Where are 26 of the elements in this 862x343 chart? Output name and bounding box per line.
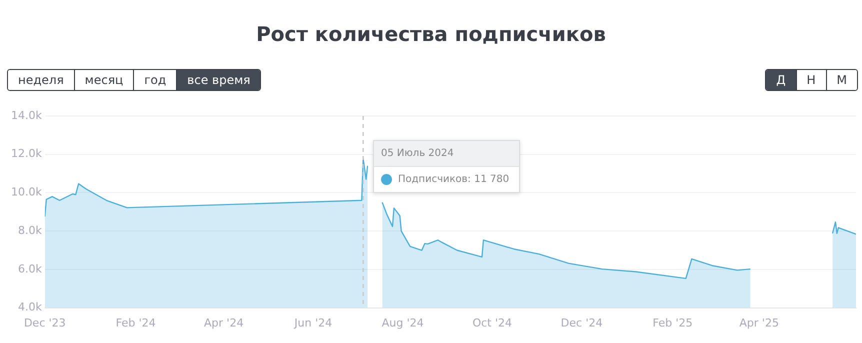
text: все время (176, 70, 260, 90)
text: Д (766, 70, 796, 90)
x-tick-label: Dec '23 (24, 316, 66, 330)
y-tick-label: 8.0k (18, 224, 42, 237)
x-tick-label: Dec '24 (560, 316, 603, 330)
y-tick-label: 4.0k (18, 300, 42, 314)
x-tick-label: Aug '24 (382, 316, 424, 330)
chart-title: Рост количества подписчиков (255, 22, 607, 46)
y-tick-label: 12.0k (10, 147, 42, 160)
tooltip: 05 Июль 2024 Подписчиков: 11 780 (373, 140, 520, 193)
y-tick-label: 6.0k (18, 262, 42, 276)
text: месяц (74, 70, 134, 90)
y-tick-label: 10.0k (10, 186, 42, 199)
x-tick-label: Feb '24 (116, 316, 156, 330)
x-tick-label: Oct '24 (472, 316, 512, 330)
annotation: 05 Июль 2024 (374, 141, 520, 167)
x-tick-label: Apr '24 (204, 316, 244, 330)
y-tick-label: 14.0k (10, 108, 42, 122)
text: Н (796, 70, 826, 90)
x-tick-label: Feb '25 (652, 316, 693, 330)
text: М (826, 70, 857, 90)
x-tick-label: Jun '24 (293, 316, 332, 330)
text: год (133, 70, 176, 90)
x-tick-label: Apr '25 (739, 316, 779, 330)
annotation: Подписчиков: 11 780 (398, 174, 510, 185)
text: неделя (8, 70, 74, 90)
